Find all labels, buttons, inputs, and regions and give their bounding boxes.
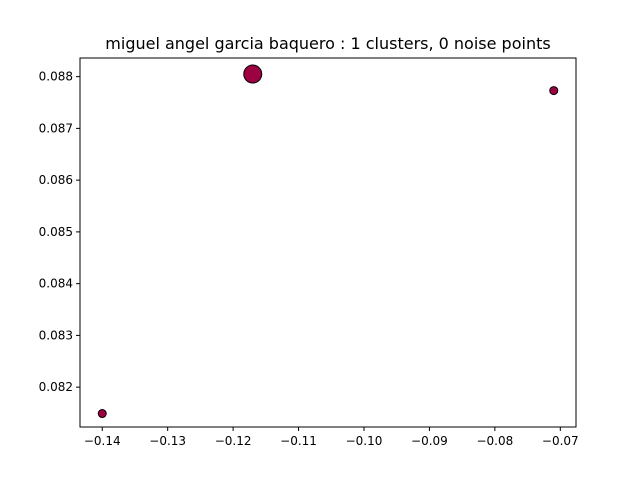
data-points	[97, 64, 559, 419]
border-sample-point	[549, 86, 559, 96]
y-tick-label: 0.083	[39, 328, 73, 342]
x-tick-label: −0.13	[149, 434, 186, 448]
chart-title: miguel angel garcia baquero : 1 clusters…	[105, 34, 550, 53]
core-sample-point	[243, 64, 263, 84]
y-axis: 0.082 0.083 0.084 0.085 0.086 0.087 0.088	[39, 70, 80, 394]
x-tick-label: −0.11	[280, 434, 317, 448]
x-tick-label: −0.12	[215, 434, 252, 448]
plot-area	[79, 57, 577, 428]
x-tick-label: −0.10	[346, 434, 383, 448]
y-tick-label: 0.082	[39, 380, 73, 394]
y-tick-label: 0.086	[39, 173, 73, 187]
x-tick-label: −0.08	[476, 434, 513, 448]
y-tick-label: 0.087	[39, 121, 73, 135]
x-axis: −0.14 −0.13 −0.12 −0.11 −0.10 −0.09 −0.08 −0.07	[84, 427, 579, 448]
x-tick-label: −0.09	[411, 434, 448, 448]
x-tick-label: −0.14	[84, 434, 121, 448]
y-tick-label: 0.085	[39, 225, 73, 239]
y-tick-label: 0.084	[39, 277, 73, 291]
x-tick-label: −0.07	[542, 434, 579, 448]
border-sample-point	[97, 409, 107, 419]
y-tick-label: 0.088	[39, 70, 73, 84]
